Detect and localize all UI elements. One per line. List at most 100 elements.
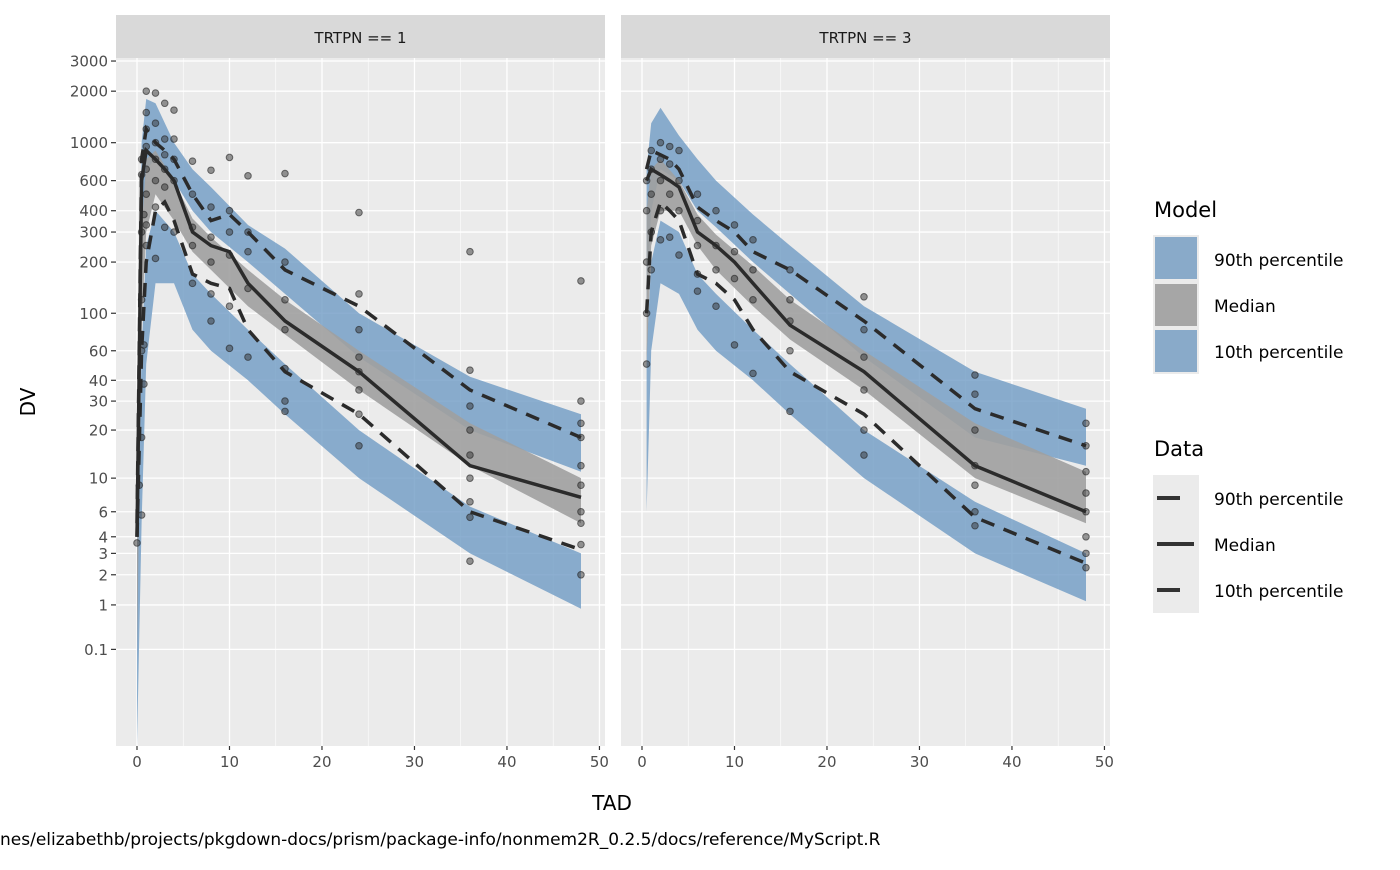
observed-point	[1082, 467, 1090, 476]
observed-point	[642, 360, 651, 368]
observed-point	[170, 106, 178, 114]
observed-line-p90	[135, 124, 582, 524]
y-tick-label: 3000	[70, 53, 108, 71]
observed-point	[151, 89, 160, 97]
strip-label: TRTPN == 1	[313, 29, 406, 47]
x-tick-label: 20	[312, 753, 331, 771]
observed-point	[160, 99, 169, 108]
y-tick-label: 100	[79, 305, 108, 323]
observed-point	[188, 190, 197, 198]
observed-point	[355, 410, 363, 418]
observed-point	[971, 481, 979, 490]
y-tick-label: 2000	[70, 83, 108, 101]
y-tick-label: 6	[98, 503, 108, 521]
observed-point	[225, 344, 234, 353]
observed-point	[693, 287, 702, 295]
observed-point	[647, 190, 656, 198]
observed-point	[665, 160, 674, 168]
observed-point	[642, 206, 651, 215]
y-tick-label: 10	[89, 470, 108, 488]
observed-point	[281, 169, 289, 178]
observed-point	[160, 183, 169, 191]
y-tick-label: 40	[89, 372, 108, 390]
observed-point	[730, 274, 739, 283]
x-tick-label: 30	[910, 753, 929, 771]
y-tick-label: 2	[98, 566, 108, 584]
y-axis-title: DV	[16, 387, 40, 416]
legend-key-model-p10	[1155, 330, 1197, 372]
observed-point	[225, 206, 234, 215]
observed-line-p50	[644, 166, 1087, 514]
observed-point	[971, 521, 979, 530]
observed-point	[675, 251, 683, 259]
observed-point	[281, 407, 289, 416]
observed-point	[712, 206, 720, 215]
y-tick-label: 60	[89, 342, 108, 360]
x-tick-label: 40	[497, 753, 516, 771]
observed-point	[207, 258, 215, 266]
y-tick-label: 600	[79, 172, 108, 190]
observed-point	[730, 247, 739, 256]
y-tick-label: 3	[98, 545, 108, 563]
observed-point	[151, 176, 160, 185]
x-tick-label: 40	[1002, 753, 1021, 771]
observed-point	[1082, 549, 1090, 558]
observed-point	[665, 190, 674, 198]
legend-label: Median	[1214, 297, 1276, 317]
observed-point	[656, 138, 665, 147]
observed-point	[730, 221, 739, 229]
legend-label: Median	[1214, 536, 1276, 556]
observed-point	[281, 296, 289, 304]
observed-line-p90	[644, 148, 1087, 448]
observed-point	[207, 290, 215, 298]
observed-point	[142, 221, 151, 229]
observed-point	[355, 290, 363, 298]
observed-point	[466, 557, 474, 566]
observed-point	[577, 481, 585, 490]
legend-label: 10th percentile	[1214, 582, 1344, 602]
legend-data-title: Data	[1154, 437, 1204, 461]
caption: nes/elizabethb/projects/pkgdown-docs/pri…	[0, 830, 881, 850]
observed-point	[577, 540, 585, 549]
x-tick-label: 20	[817, 753, 836, 771]
observed-point	[188, 157, 197, 165]
observed-point	[647, 266, 656, 274]
model-band-p10	[137, 210, 581, 746]
observed-point	[142, 108, 151, 117]
x-axis-title: TAD	[591, 791, 632, 815]
observed-point	[712, 302, 720, 311]
legend-model-title: Model	[1154, 198, 1217, 222]
observed-point	[225, 228, 234, 236]
observed-point	[355, 325, 363, 334]
observed-point	[355, 386, 363, 394]
observed-point	[577, 277, 585, 285]
observed-point	[466, 402, 474, 410]
observed-point	[466, 451, 474, 459]
observed-point	[466, 366, 474, 374]
y-tick-label: 1	[98, 596, 108, 614]
observed-point	[577, 397, 585, 405]
model-band-p90	[137, 99, 581, 657]
observed-point	[466, 498, 474, 506]
model-band-p10	[646, 220, 1086, 602]
strip-label: TRTPN == 3	[818, 29, 911, 47]
observed-point	[244, 353, 252, 361]
observed-point	[225, 153, 234, 162]
strip-bg	[116, 15, 605, 58]
x-tick-label: 50	[590, 753, 609, 771]
observed-point	[971, 390, 979, 399]
observed-point	[466, 426, 474, 434]
observed-point	[160, 223, 169, 232]
observed-point	[860, 353, 868, 361]
observed-point	[577, 419, 585, 428]
observed-point	[160, 135, 169, 143]
y-tick-label: 200	[79, 254, 108, 272]
y-tick-label: 20	[89, 422, 108, 440]
observed-point	[151, 203, 160, 211]
observed-point	[355, 208, 363, 217]
observed-point	[151, 119, 160, 127]
strip-bg	[621, 15, 1110, 58]
legend-label: 90th percentile	[1214, 251, 1344, 271]
observed-point	[225, 302, 234, 311]
observed-point	[133, 539, 141, 547]
